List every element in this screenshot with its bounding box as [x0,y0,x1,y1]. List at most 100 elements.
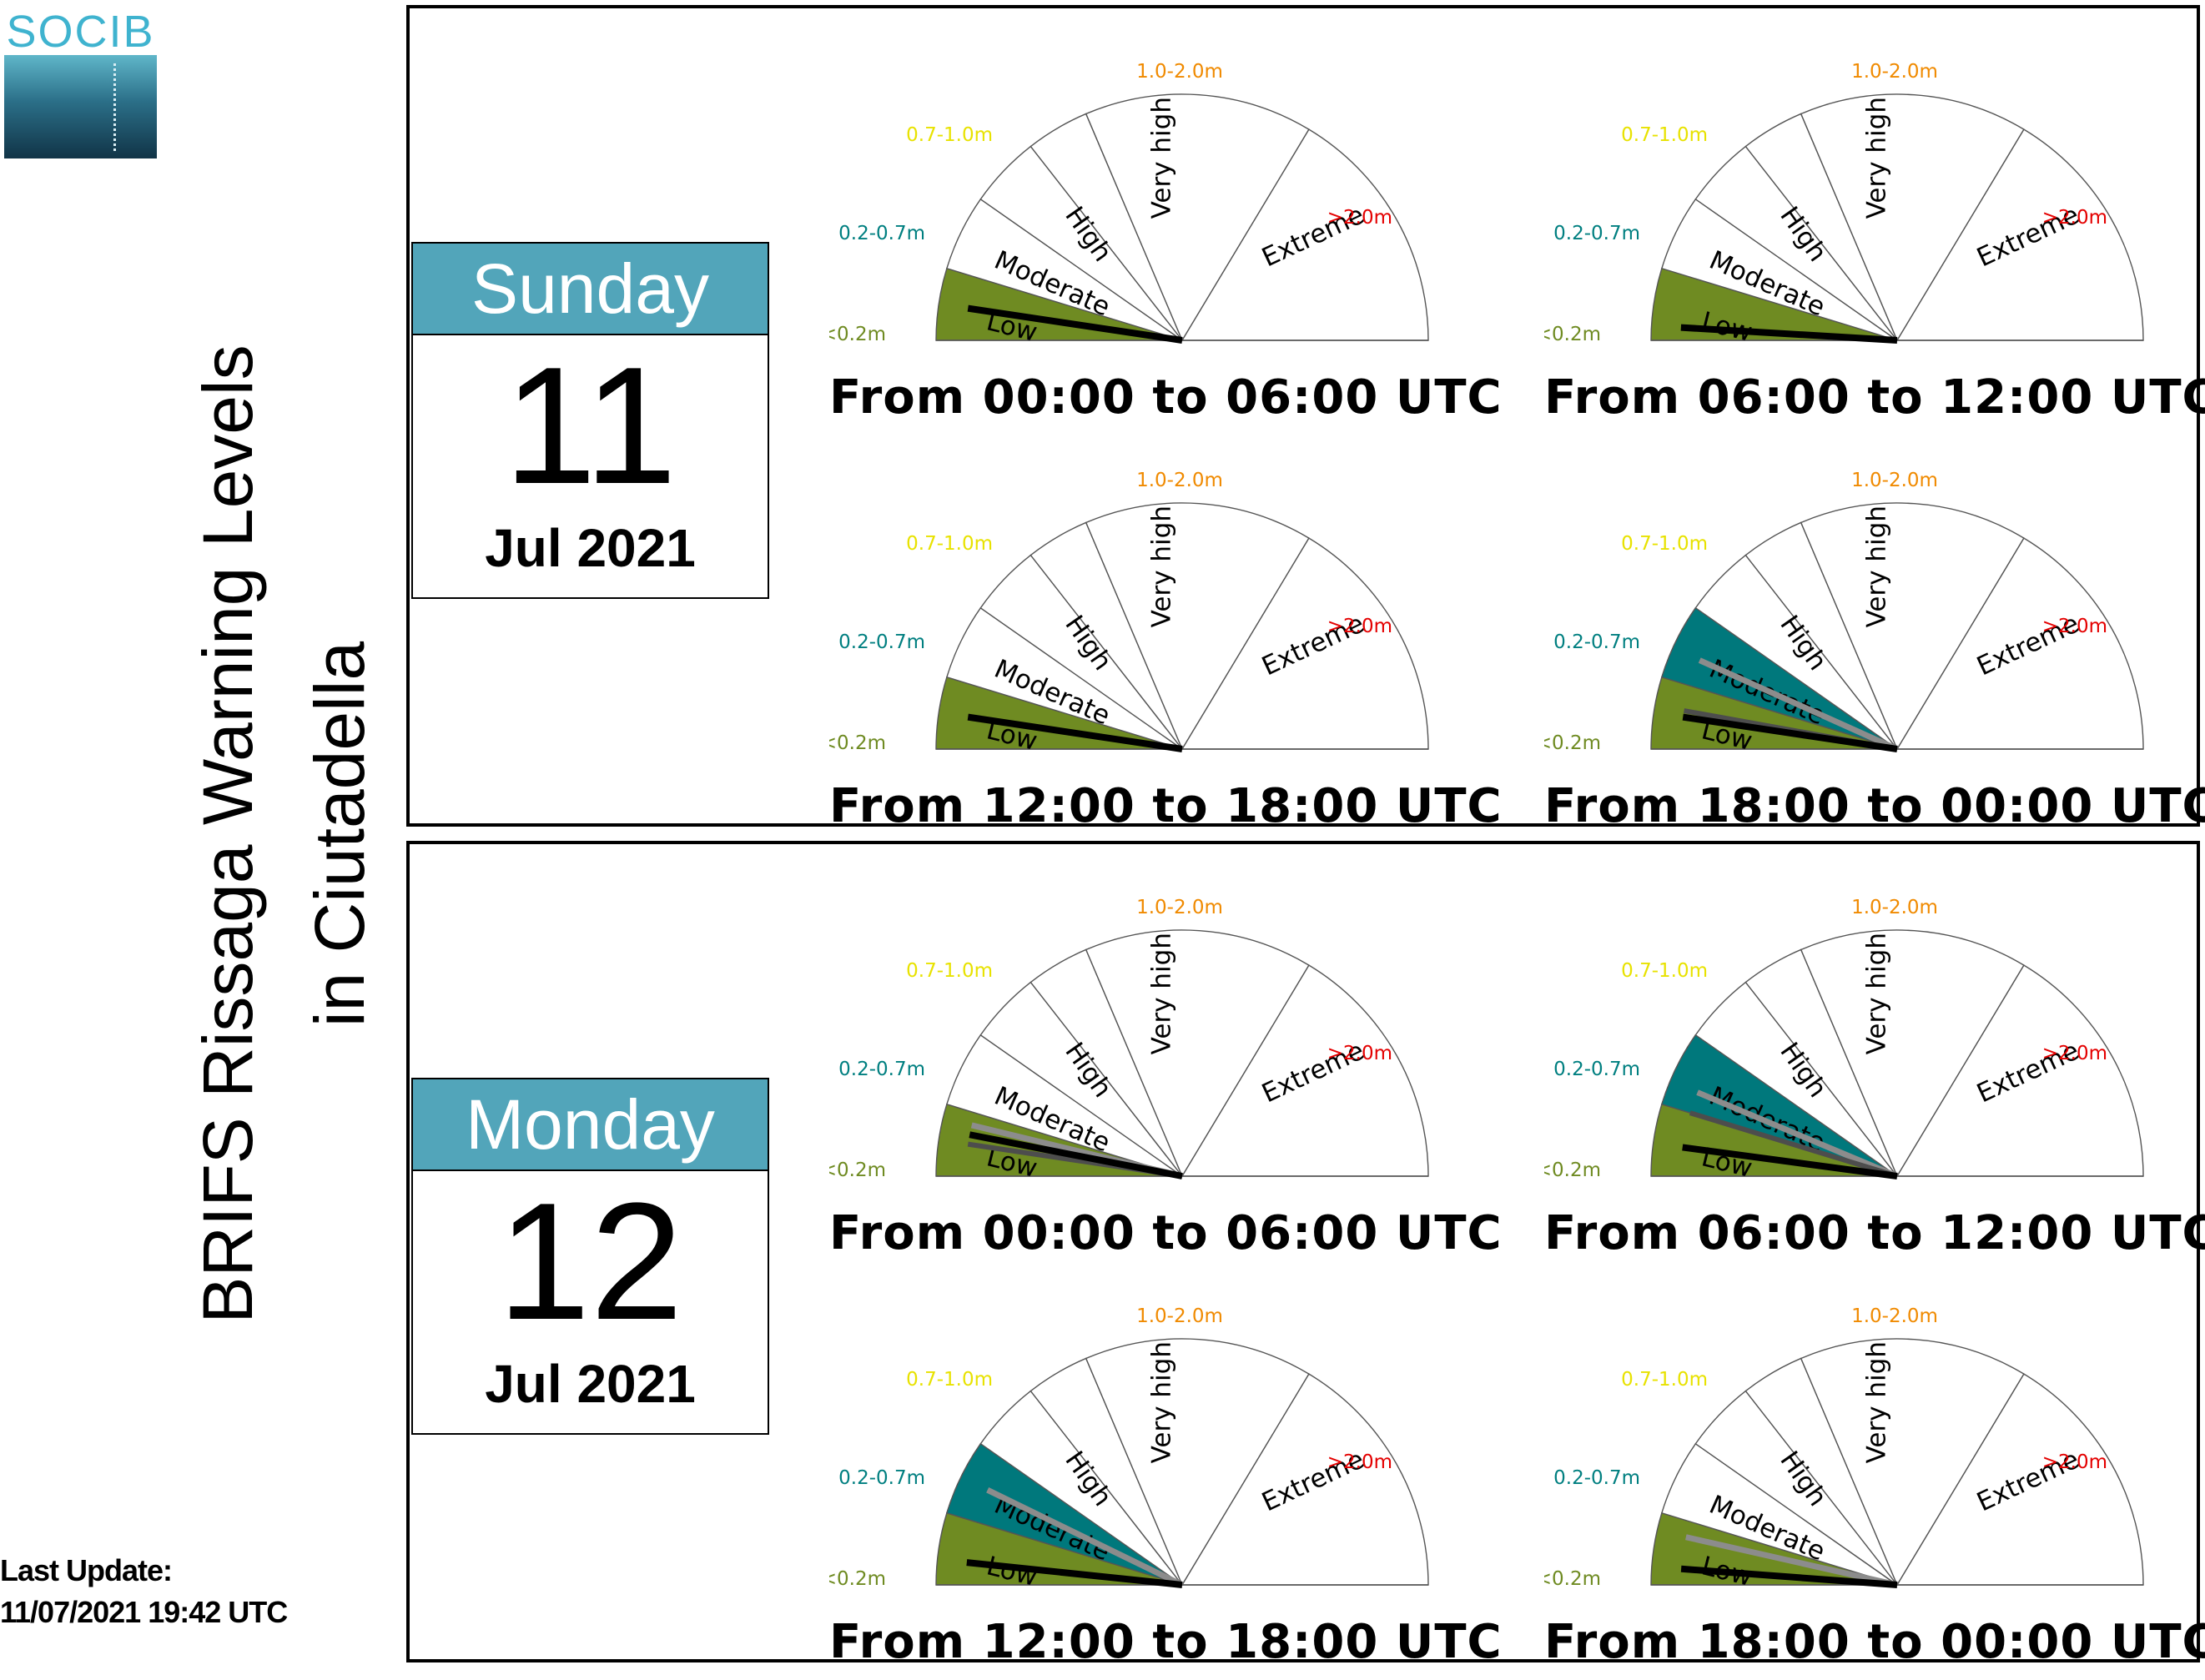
gauge-needle [1682,713,1898,752]
gauge-level-label: Very high [1862,933,1892,1054]
gauge-sector-very-high [1085,1338,1310,1587]
gauge-needle [967,713,1183,752]
gauge-threshold-label: 0.7-1.0m [906,1369,993,1391]
gauge-threshold-label: >2.0m [2042,1043,2107,1064]
gauge-needle [969,1131,1183,1180]
gauge-threshold-label: 1.0-2.0m [1851,1305,1938,1327]
gauge-threshold-label: 0.2-0.7m [1553,223,1640,244]
gauge-threshold-label: >2.0m [1327,1043,1392,1064]
gauge-sector-extreme [1895,964,2144,1177]
gauge-level-label: Very high [1862,97,1892,219]
gauge-threshold-label: 1.0-2.0m [1136,470,1223,491]
gauge-threshold-label: 0.2-0.7m [838,1059,925,1080]
gauge-threshold-label: 0.7-1.0m [906,124,993,146]
gauge-threshold-label: 1.0-2.0m [1851,61,1938,83]
gauge-needle [966,1559,1183,1588]
gauge-sector-active [1661,606,1898,750]
gauge-level-label: Very high [1147,97,1177,219]
gauge-threshold-label: 0.7-1.0m [1621,1369,1708,1391]
gauge-threshold-label: 0.7-1.0m [1621,533,1708,555]
gauge-needle [1680,324,1898,344]
gauge-threshold-label: 0.2-0.7m [838,223,925,244]
gauge-sector-active [1661,1034,1898,1177]
gauge-threshold-label: 1.0-2.0m [1851,897,1938,918]
last-update-value: 11/07/2021 19:42 UTC [0,1595,288,1629]
gauge-period-caption: From 12:00 to 18:00 UTC [829,1615,1503,1669]
gauge-period-caption: From 00:00 to 06:00 UTC [829,1206,1503,1260]
gauge-threshold-label: 1.0-2.0m [1136,897,1223,918]
gauge-threshold-label: 0.7-1.0m [906,960,993,982]
gauge-sector-extreme [1181,128,1429,341]
page-title-line-2: in Ciutadella [300,641,379,1028]
calendar-card: Sunday 11 Jul 2021 [411,242,769,599]
page-title-line-1: BRIFS Rissaga Warning Levels [189,345,267,1324]
gauge-threshold-label: <0.2m [829,1159,886,1181]
gauge-threshold-label: >2.0m [2042,616,2107,637]
gauge-sector-extreme [1895,537,2144,750]
gauge-period-caption: From 00:00 to 06:00 UTC [829,370,1503,425]
calendar-day-number: 12 [497,1169,683,1355]
gauge-threshold-label: 0.7-1.0m [1621,124,1708,146]
gauge-threshold-label: 0.7-1.0m [906,533,993,555]
gauge-threshold-label: >2.0m [1327,616,1392,637]
logo-dotted-line [113,63,116,151]
gauge-sector-active [946,1442,1183,1586]
last-update: Last Update: 11/07/2021 19:42 UTC [0,1550,288,1633]
gauge-threshold-label: 1.0-2.0m [1136,61,1223,83]
gauge-level-label: Very high [1147,933,1177,1054]
gauge-period-caption: From 06:00 to 12:00 UTC [1544,1206,2205,1260]
gauge-period-caption: From 18:00 to 00:00 UTC [1544,1615,2205,1669]
logo-text: SOCIB [6,7,155,57]
calendar-card: Monday 12 Jul 2021 [411,1078,769,1435]
last-update-label: Last Update: [0,1553,173,1587]
gauge-period-caption: From 06:00 to 12:00 UTC [1544,370,2205,425]
gauge-needle [1689,1110,1898,1179]
gauge-sector-very-high [1800,929,2025,1178]
gauge-threshold-label: >2.0m [1327,1451,1392,1473]
gauge-sector-extreme [1181,1373,1429,1586]
gauge-threshold-label: <0.2m [1544,324,1601,345]
gauge-threshold-label: >2.0m [1327,207,1392,229]
gauge-sector-very-high [1800,1338,2025,1587]
logo-wave [4,55,157,158]
gauge-threshold-label: 0.2-0.7m [1553,1467,1640,1489]
gauge-sector-very-high [1800,502,2025,751]
gauge-needle [986,1487,1184,1588]
gauge-threshold-label: <0.2m [1544,1568,1601,1590]
gauge-level-label: Very high [1147,1341,1177,1463]
gauge-level-label: Very high [1147,506,1177,627]
day-panel-sunday: Sunday 11 Jul 2021 Low Moderate High Very h… [406,5,2205,833]
gauge-level-label: Very high [1862,506,1892,627]
calendar-weekday: Monday [413,1079,768,1171]
gauge-threshold-label: 0.2-0.7m [838,1467,925,1489]
gauge-sector-extreme [1895,1373,2144,1586]
gauge-level-label: Very high [1862,1341,1892,1463]
gauge-sector-very-high [1085,502,1310,751]
socib-logo: SOCIB [4,7,157,158]
gauge-threshold-label: 1.0-2.0m [1136,1305,1223,1327]
gauge-period-caption: From 18:00 to 00:00 UTC [1544,779,2205,833]
calendar-day-number: 11 [503,333,677,519]
calendar-month-year: Jul 2021 [485,518,696,578]
gauge-sector-extreme [1181,537,1429,750]
calendar-weekday: Sunday [413,244,768,335]
gauge-period-caption: From 12:00 to 18:00 UTC [829,779,1503,833]
gauge-needle [1682,1144,1898,1180]
gauge-threshold-label: <0.2m [1544,1159,1601,1181]
page-title: BRIFS Rissaga Warning Levels in Ciutadel… [172,250,395,1418]
gauge-threshold-label: 0.2-0.7m [1553,631,1640,653]
gauge-sector-extreme [1181,964,1429,1177]
gauge-threshold-label: 0.2-0.7m [838,631,925,653]
